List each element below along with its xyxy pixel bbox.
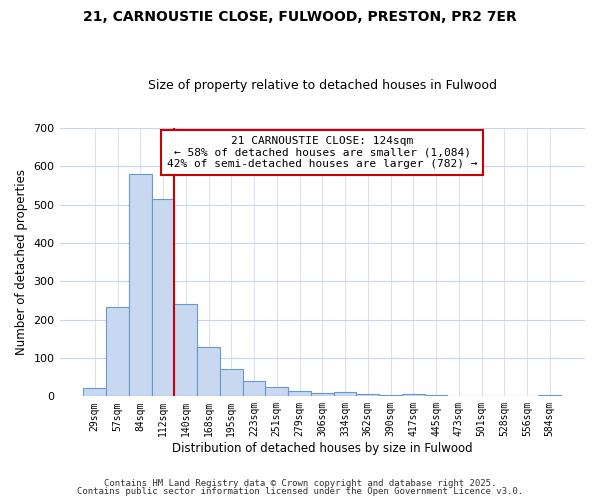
Text: Contains HM Land Registry data © Crown copyright and database right 2025.: Contains HM Land Registry data © Crown c… <box>104 478 496 488</box>
Bar <box>311 394 334 396</box>
Bar <box>152 199 175 396</box>
Text: 21 CARNOUSTIE CLOSE: 124sqm
← 58% of detached houses are smaller (1,084)
42% of : 21 CARNOUSTIE CLOSE: 124sqm ← 58% of det… <box>167 136 478 169</box>
Bar <box>425 395 448 396</box>
Bar <box>538 395 561 396</box>
Text: Contains public sector information licensed under the Open Government Licence v3: Contains public sector information licen… <box>77 487 523 496</box>
Bar <box>265 386 288 396</box>
Bar <box>402 394 425 396</box>
Title: Size of property relative to detached houses in Fulwood: Size of property relative to detached ho… <box>148 79 497 92</box>
Bar <box>379 395 402 396</box>
Bar <box>220 370 242 396</box>
Bar <box>129 174 152 396</box>
Bar <box>106 308 129 396</box>
Bar <box>288 392 311 396</box>
Bar <box>334 392 356 396</box>
Bar <box>242 381 265 396</box>
Bar <box>175 304 197 396</box>
X-axis label: Distribution of detached houses by size in Fulwood: Distribution of detached houses by size … <box>172 442 473 455</box>
Bar <box>197 347 220 397</box>
Y-axis label: Number of detached properties: Number of detached properties <box>15 169 28 355</box>
Bar <box>83 388 106 396</box>
Text: 21, CARNOUSTIE CLOSE, FULWOOD, PRESTON, PR2 7ER: 21, CARNOUSTIE CLOSE, FULWOOD, PRESTON, … <box>83 10 517 24</box>
Bar <box>356 394 379 396</box>
